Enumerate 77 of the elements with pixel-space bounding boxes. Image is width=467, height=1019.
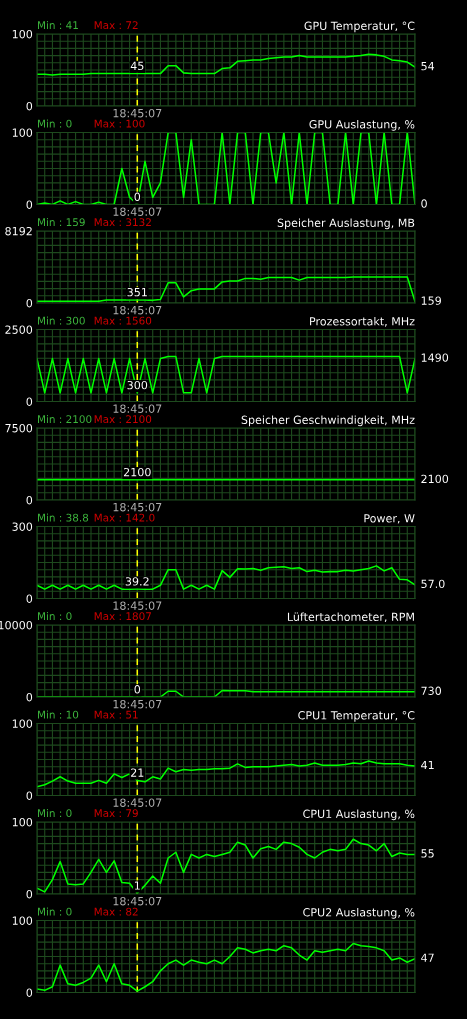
text: Max : 2100 (94, 415, 152, 424)
chart-title: Power, W (364, 514, 415, 524)
text: Max : 1807 (94, 612, 151, 621)
x-tick-label: 18:45:07 (113, 108, 162, 118)
x-tick-label: 18:45:07 (113, 404, 162, 413)
y-tick-label: 0 (26, 101, 33, 111)
chart-title: CPU1 Auslastung, % (303, 809, 415, 821)
y-tick-label: 100 (12, 128, 33, 137)
text: 159 (421, 296, 441, 305)
text: 1490 (421, 353, 449, 362)
x-tick-label: 18:45:07 (113, 601, 162, 610)
annotation: 39.2 (125, 577, 149, 586)
text: Min : 0 (38, 119, 72, 128)
y-tick-label: 0 (26, 298, 33, 308)
y-tick-label: 0 (26, 988, 33, 997)
x-tick-label: 18:45:07 (113, 207, 162, 216)
chart-title: GPU Auslastung, % (309, 119, 415, 131)
x-tick-label: 18:45:07 (113, 305, 162, 315)
x-tick-label: 18:45:07 (113, 798, 162, 807)
y-tick-label: 0 (26, 397, 33, 406)
text: Max : 3132 (94, 218, 151, 227)
annotation: 1 (134, 881, 140, 890)
text: 47 (421, 953, 434, 962)
annotation: 300 (127, 380, 148, 390)
y-tick-label: 100 (12, 719, 33, 728)
annotation: 2100 (123, 467, 151, 477)
y-tick-label: 0 (26, 495, 33, 505)
text: Max : 100 (94, 119, 145, 128)
text: Min : 38.8 (38, 513, 89, 522)
text: Max : 72 (94, 21, 138, 30)
annotation: 351 (127, 287, 147, 297)
text: 730 (421, 686, 442, 695)
text: 0 (421, 199, 427, 208)
annotation: 21 (131, 768, 144, 777)
text: Min : 41 (38, 21, 78, 29)
chart-title: Prozessortakt, MHz (310, 316, 415, 327)
text: Min : 0 (38, 612, 72, 621)
text: Max : 51 (94, 710, 138, 719)
text: 57.0 (421, 579, 445, 589)
chart-title: CPU1 Temperatur, °C (298, 711, 415, 722)
y-tick-label: 0 (26, 889, 33, 899)
text: Min : 10 (38, 710, 79, 719)
text: Max : 82 (94, 907, 138, 916)
y-tick-label: 0 (26, 791, 33, 800)
annotation: 45 (130, 61, 144, 71)
text: 55 (421, 849, 434, 858)
y-tick-label: 300 (12, 522, 33, 531)
text: Min : 0 (38, 907, 72, 916)
chart-title: GPU Temperatur, °C (304, 21, 415, 33)
text: Min : 300 (38, 316, 85, 325)
text: Min : 2100 (38, 415, 92, 424)
y-tick-label: 0 (26, 692, 33, 702)
text: Max : 79 (94, 809, 138, 818)
y-tick-label: 0 (26, 200, 33, 209)
x-tick-label: 18:45:07 (113, 896, 162, 906)
y-tick-label: 100 (12, 817, 33, 827)
annotation: 0 (134, 192, 141, 201)
text: 54 (421, 62, 435, 71)
chart-title: Lüftertachometer, RPM (287, 612, 414, 623)
text: Min : 159 (38, 218, 85, 227)
x-tick-label: 18:45:07 (113, 502, 162, 512)
text: 2100 (421, 474, 449, 484)
y-tick-label: 2500 (5, 325, 33, 334)
y-tick-label: 7500 (5, 423, 33, 433)
text: Min : 0 (38, 809, 72, 818)
text: Max : 142.0 (94, 513, 155, 522)
y-tick-label: 100 (12, 916, 33, 925)
y-tick-label: 8192 (5, 226, 32, 236)
text: 41 (421, 760, 434, 770)
chart-title: CPU2 Auslastung, % (303, 907, 415, 919)
x-tick-label: 18:45:07 (113, 699, 162, 709)
annotation: 0 (134, 685, 141, 694)
chart-title: Speicher Geschwindigkeit, MHz (241, 415, 415, 427)
text: Max : 1560 (94, 316, 152, 325)
y-tick-label: 100 (12, 29, 33, 39)
y-tick-label: 0 (26, 594, 33, 603)
chart-title: Speicher Auslastung, MB (277, 218, 415, 230)
